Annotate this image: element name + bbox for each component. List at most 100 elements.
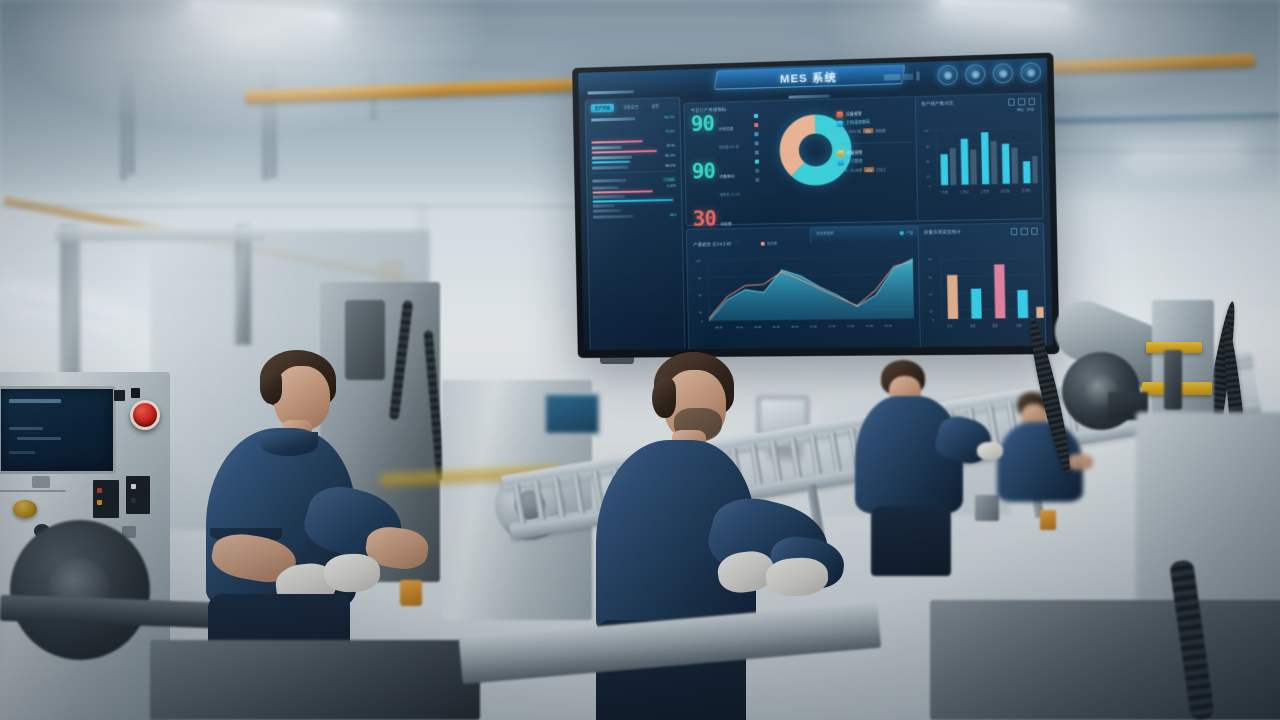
svg-text:60: 60 <box>926 159 930 163</box>
robot-yellow-guard <box>1146 342 1202 353</box>
quality-bar-chart[interactable]: 尺寸 外观 装配 功能 50 40 20 10 0 <box>921 242 1045 337</box>
sliders-icon[interactable] <box>964 64 986 85</box>
kpi-panel[interactable]: 今日生产关键指标 90 计划达成 目标值 100 件 90 <box>683 96 922 244</box>
expand-icon[interactable] <box>1027 97 1036 105</box>
alert-pill: 关注 <box>864 166 875 173</box>
panel-controls[interactable] <box>1007 97 1036 106</box>
machine-hmi-screen[interactable] <box>0 386 116 474</box>
alert-item[interactable]: 质量预警 尺寸超差 产线 B · 01:05前 关注 已派工 <box>837 149 913 173</box>
refresh-icon[interactable] <box>992 63 1014 84</box>
capacity-panel-note: 单位：件/班 <box>1017 106 1035 112</box>
header-status-chips[interactable] <box>883 71 920 81</box>
sidebar-divider <box>591 170 677 174</box>
dashboard-screen[interactable]: MES 系统 <box>578 57 1053 350</box>
kpi-label: 待处理 <box>720 222 732 227</box>
svg-text:0: 0 <box>933 318 935 322</box>
globe-icon[interactable] <box>937 64 958 86</box>
svg-text:120: 120 <box>924 129 929 133</box>
alert-badge-icon <box>836 111 843 118</box>
axis-tick: 一号线 <box>939 190 948 194</box>
minimize-icon[interactable] <box>1007 98 1015 106</box>
mes-dashboard-display[interactable]: MES 系统 <box>572 52 1060 359</box>
selector-knob[interactable] <box>13 500 37 518</box>
wall-seam <box>0 205 580 207</box>
sidebar-row[interactable]: 88% <box>588 201 682 219</box>
sidebar-tab-production[interactable]: 生产状态 <box>590 103 615 113</box>
wall-seam <box>1040 150 1280 152</box>
svg-text:0: 0 <box>929 184 931 188</box>
menu-icon <box>916 71 920 81</box>
kpi-value: 90 <box>691 158 716 184</box>
quality-bar-panel[interactable]: 质量异常类型统计 <box>917 222 1047 350</box>
panel-controls[interactable] <box>1010 227 1038 235</box>
axis-tick: 功能 <box>1016 323 1022 327</box>
hmi-text-line <box>9 399 61 403</box>
trend-area-chart[interactable]: 00:00 02:00 04:00 06:00 08:00 10:00 12:0… <box>691 248 920 333</box>
trend-panel-title: 产量趋势 近24小时 <box>693 241 732 247</box>
settings-icon[interactable] <box>1017 98 1025 106</box>
sidebar-tab-alarm[interactable]: 报警 <box>651 104 660 109</box>
machine-hmi-secondary[interactable] <box>543 392 601 436</box>
kpi-sublabel: 目标值 100 件 <box>718 144 740 150</box>
axis-tick: 二号线 <box>960 189 969 193</box>
panel-switch[interactable] <box>131 388 140 398</box>
sidebar-panel[interactable]: 生产状态 设备监控 报警 98.2% 92.5% <box>584 96 686 350</box>
panel-button[interactable] <box>32 476 50 488</box>
axis-tick: 02:00 <box>736 325 744 329</box>
kpi-value: 90 <box>690 111 715 136</box>
dashboard-toolbar[interactable] <box>937 62 1042 86</box>
axis-tick-y: 60 <box>698 293 702 297</box>
axis-tick-y: 30 <box>699 310 703 314</box>
kpi-label: 设备稼动 <box>719 174 735 179</box>
emergency-stop-button[interactable] <box>130 400 160 430</box>
svg-text:20: 20 <box>929 292 933 296</box>
axis-tick-y: 90 <box>698 276 702 280</box>
header-left-label <box>587 80 634 99</box>
minimize-icon[interactable] <box>1010 227 1018 235</box>
trend-legend: 产量 <box>899 230 914 236</box>
legend-label: 产量 <box>906 230 914 236</box>
cabinet-seam <box>0 490 66 492</box>
alert-title: 质量预警 <box>846 150 863 155</box>
machine-base-foreground <box>930 600 1280 720</box>
axis-tick: 三号线 <box>980 189 989 193</box>
status-led-white <box>131 484 136 489</box>
alert-divider <box>837 141 913 145</box>
capacity-bar-chart[interactable]: 一号线 二号线 三号线 四号线 五号线 120 90 60 30 0 <box>918 116 1042 204</box>
kpi-item[interactable]: 90 设备稼动 较昨日 +2.1% <box>691 158 741 202</box>
expand-icon[interactable] <box>1020 62 1042 83</box>
sidebar-row[interactable]: 99.1% <box>587 162 681 170</box>
kpi-value: 30 <box>692 206 717 231</box>
alert-line2: 尺寸超差 <box>846 159 863 164</box>
trend-panel[interactable]: 产量趋势 近24小时 良品率趋势 产量 良品率 <box>685 224 926 350</box>
sidebar-row[interactable]: 98.2% 92.5% <box>586 113 680 144</box>
machine-base-foreground-left <box>150 640 480 720</box>
sidebar-row-value: 86.4% <box>664 153 676 158</box>
axis-tick: 06:00 <box>773 325 781 329</box>
svg-text:30: 30 <box>927 174 931 178</box>
legend-label: 良品率 <box>766 241 778 246</box>
kpi-item[interactable]: 90 计划达成 目标值 100 件 <box>690 111 740 154</box>
alert-item[interactable]: 设备报警 主轴温度偏高 产线 A · 04:21前 紧急 待处理 <box>836 110 913 135</box>
sidebar-tab-equipment[interactable]: 设备监控 <box>623 104 639 110</box>
hmi-text-line <box>17 437 61 440</box>
alert-type-icon <box>836 120 844 127</box>
svg-text:90: 90 <box>926 145 930 149</box>
capacity-bar-panel[interactable]: 各产线产能对比 单位：件/班 <box>914 92 1044 222</box>
panel-switch[interactable] <box>114 390 125 401</box>
axis-tick: 尺寸 <box>947 324 953 328</box>
expand-icon[interactable] <box>1030 227 1038 235</box>
alert-title: 设备报警 <box>845 111 862 117</box>
kpi-sublabel: 较昨日 +2.1% <box>719 192 740 197</box>
alert-pill: 紧急 <box>863 128 874 134</box>
machine-column <box>235 225 251 345</box>
settings-icon[interactable] <box>1020 227 1028 235</box>
axis-tick: 16:00 <box>866 324 874 328</box>
display-bezel: MES 系统 <box>572 52 1060 359</box>
alert-badge-icon <box>837 150 844 157</box>
alert-list[interactable]: 设备报警 主轴温度偏高 产线 A · 04:21前 紧急 待处理 <box>836 110 914 183</box>
alert-sub: 产线 A · 04:21前 <box>836 129 862 135</box>
sidebar-row-value: 45.6s <box>666 143 676 148</box>
panel-button[interactable] <box>122 526 136 538</box>
status-led-red <box>97 488 102 493</box>
